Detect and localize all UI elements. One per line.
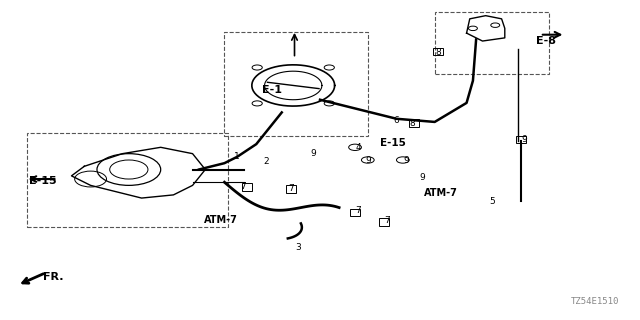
Text: 9: 9 xyxy=(521,135,527,144)
Text: ATM-7: ATM-7 xyxy=(204,215,238,225)
Bar xyxy=(350,209,360,216)
Text: 6: 6 xyxy=(394,116,399,125)
Text: 3: 3 xyxy=(295,243,301,252)
Bar xyxy=(379,218,389,226)
Bar xyxy=(27,133,228,227)
Text: E-15: E-15 xyxy=(29,176,56,186)
Text: 2: 2 xyxy=(263,157,269,166)
Text: TZ54E1510: TZ54E1510 xyxy=(571,297,620,306)
Text: 7: 7 xyxy=(241,182,246,191)
Bar xyxy=(242,183,252,191)
Bar xyxy=(409,119,419,127)
Text: E-8: E-8 xyxy=(536,36,556,46)
Text: 9: 9 xyxy=(419,173,425,182)
Text: 8: 8 xyxy=(410,119,415,128)
Text: E-15: E-15 xyxy=(380,138,406,148)
Text: 1: 1 xyxy=(234,152,240,161)
Bar xyxy=(516,136,526,143)
Text: 7: 7 xyxy=(289,184,294,193)
Text: 9: 9 xyxy=(403,156,409,164)
Text: 9: 9 xyxy=(311,149,317,158)
Bar xyxy=(225,32,368,136)
Bar xyxy=(433,48,443,55)
Text: 7: 7 xyxy=(355,206,361,215)
Text: FR.: FR. xyxy=(43,272,63,282)
Bar xyxy=(286,185,296,193)
Text: 9: 9 xyxy=(365,156,371,164)
Text: 4: 4 xyxy=(355,143,361,152)
Bar xyxy=(435,12,549,74)
Text: E-1: E-1 xyxy=(262,85,282,95)
Text: 8: 8 xyxy=(435,48,441,57)
Text: 7: 7 xyxy=(384,216,390,225)
Text: 5: 5 xyxy=(489,197,495,206)
Text: ATM-7: ATM-7 xyxy=(424,188,458,198)
